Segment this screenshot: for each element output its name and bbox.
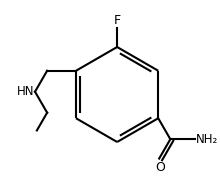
Text: NH₂: NH₂ — [196, 133, 218, 146]
Text: HN: HN — [16, 85, 34, 98]
Text: O: O — [155, 161, 165, 174]
Text: F: F — [114, 15, 121, 27]
